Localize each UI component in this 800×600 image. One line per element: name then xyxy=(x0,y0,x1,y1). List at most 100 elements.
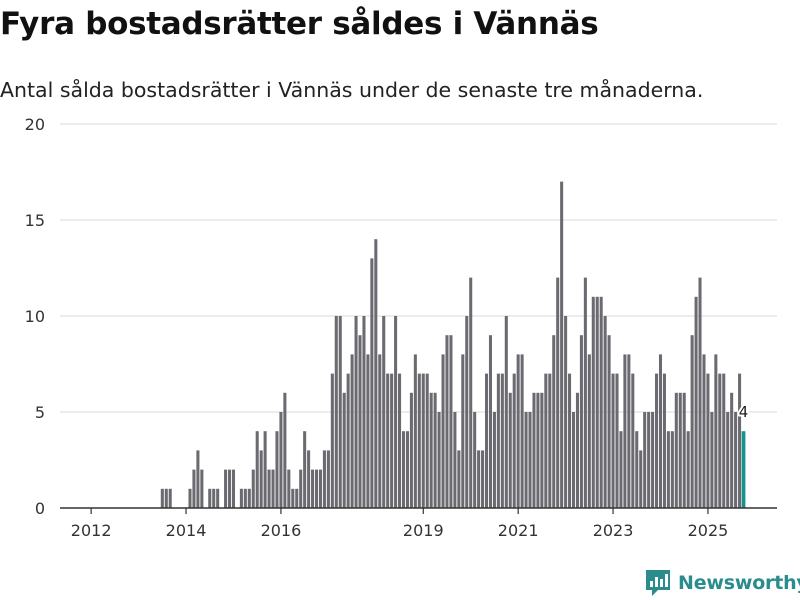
bar xyxy=(307,450,311,508)
bar xyxy=(666,431,670,508)
bar xyxy=(488,335,493,508)
bar xyxy=(627,354,631,508)
brand-name: Newsworthy xyxy=(678,572,800,594)
bar xyxy=(477,450,481,508)
bar xyxy=(259,450,263,508)
bar xyxy=(287,469,291,508)
bar xyxy=(461,354,465,508)
gridlines xyxy=(60,123,777,413)
bar xyxy=(378,354,382,508)
bar xyxy=(508,392,512,508)
y-tick-label: 5 xyxy=(35,403,45,422)
bar xyxy=(394,316,398,508)
newsworthy-chart-icon xyxy=(646,570,670,596)
y-tick-label: 15 xyxy=(25,211,45,230)
bar xyxy=(255,431,259,508)
y-tick-label: 10 xyxy=(25,307,45,326)
bar xyxy=(532,392,536,508)
bar xyxy=(386,373,390,508)
bar xyxy=(579,335,583,508)
bar xyxy=(670,431,674,508)
bar xyxy=(694,296,698,508)
bar xyxy=(698,277,702,508)
bar xyxy=(722,373,726,508)
bar xyxy=(267,469,271,508)
bar xyxy=(409,392,413,508)
bar xyxy=(263,431,267,508)
bar xyxy=(726,412,730,508)
bar xyxy=(362,316,366,508)
bar xyxy=(560,181,564,508)
bar xyxy=(516,354,520,508)
bar xyxy=(188,488,192,508)
bar xyxy=(651,412,655,508)
bar xyxy=(631,373,635,508)
bar xyxy=(239,488,243,508)
bar xyxy=(374,239,378,508)
axes: 0 5 10 15 20 2012 2014 2016 2019 2021 2023 2025 xyxy=(25,115,777,540)
bar xyxy=(208,488,212,508)
data-label-halo: 4 xyxy=(739,403,749,421)
bar xyxy=(342,392,346,508)
bar xyxy=(607,335,611,508)
newsworthy-logo: Newsworthy xyxy=(644,568,800,598)
bar xyxy=(528,412,532,508)
bar xyxy=(524,412,528,508)
bar xyxy=(279,412,283,508)
bar xyxy=(552,335,556,508)
bar xyxy=(358,335,362,508)
bar xyxy=(674,392,678,508)
bar xyxy=(216,488,220,508)
bar xyxy=(587,354,591,508)
x-tick-label: 2012 xyxy=(71,521,112,540)
bar xyxy=(481,450,485,508)
bar xyxy=(492,412,496,508)
bar xyxy=(662,373,666,508)
bar xyxy=(548,373,552,508)
bar xyxy=(536,392,540,508)
bar xyxy=(453,412,457,508)
bar xyxy=(615,373,619,508)
chart-title: Fyra bostadsrätter såldes i Vännäs xyxy=(0,6,599,42)
bar xyxy=(303,431,307,508)
bar xyxy=(346,373,350,508)
bar xyxy=(512,373,516,508)
bar xyxy=(200,469,204,508)
bars xyxy=(160,181,746,508)
bar xyxy=(318,469,322,508)
bar xyxy=(322,450,326,508)
bar xyxy=(441,354,445,508)
bar xyxy=(655,373,659,508)
bar xyxy=(603,316,607,508)
bar xyxy=(686,431,690,508)
bar xyxy=(224,469,228,508)
bar xyxy=(370,258,374,508)
bar xyxy=(334,316,338,508)
bar xyxy=(433,392,437,508)
bar xyxy=(706,373,710,508)
bar xyxy=(469,277,473,508)
bar xyxy=(326,450,330,508)
bar xyxy=(730,392,734,508)
bar xyxy=(564,316,568,508)
bar xyxy=(575,392,579,508)
bar xyxy=(611,373,615,508)
bar xyxy=(271,469,275,508)
bar xyxy=(500,373,504,508)
bar xyxy=(643,412,647,508)
bar xyxy=(196,450,200,508)
bar xyxy=(635,431,639,508)
bar xyxy=(540,392,544,508)
y-tick-label: 20 xyxy=(25,115,45,134)
bar xyxy=(568,373,572,508)
y-tick-label: 0 xyxy=(35,499,45,518)
bar xyxy=(465,316,469,508)
bar xyxy=(639,450,643,508)
bar xyxy=(299,469,303,508)
bar xyxy=(247,488,251,508)
bar xyxy=(350,354,354,508)
bar xyxy=(591,296,595,508)
bar xyxy=(445,335,449,508)
bar xyxy=(429,392,433,508)
